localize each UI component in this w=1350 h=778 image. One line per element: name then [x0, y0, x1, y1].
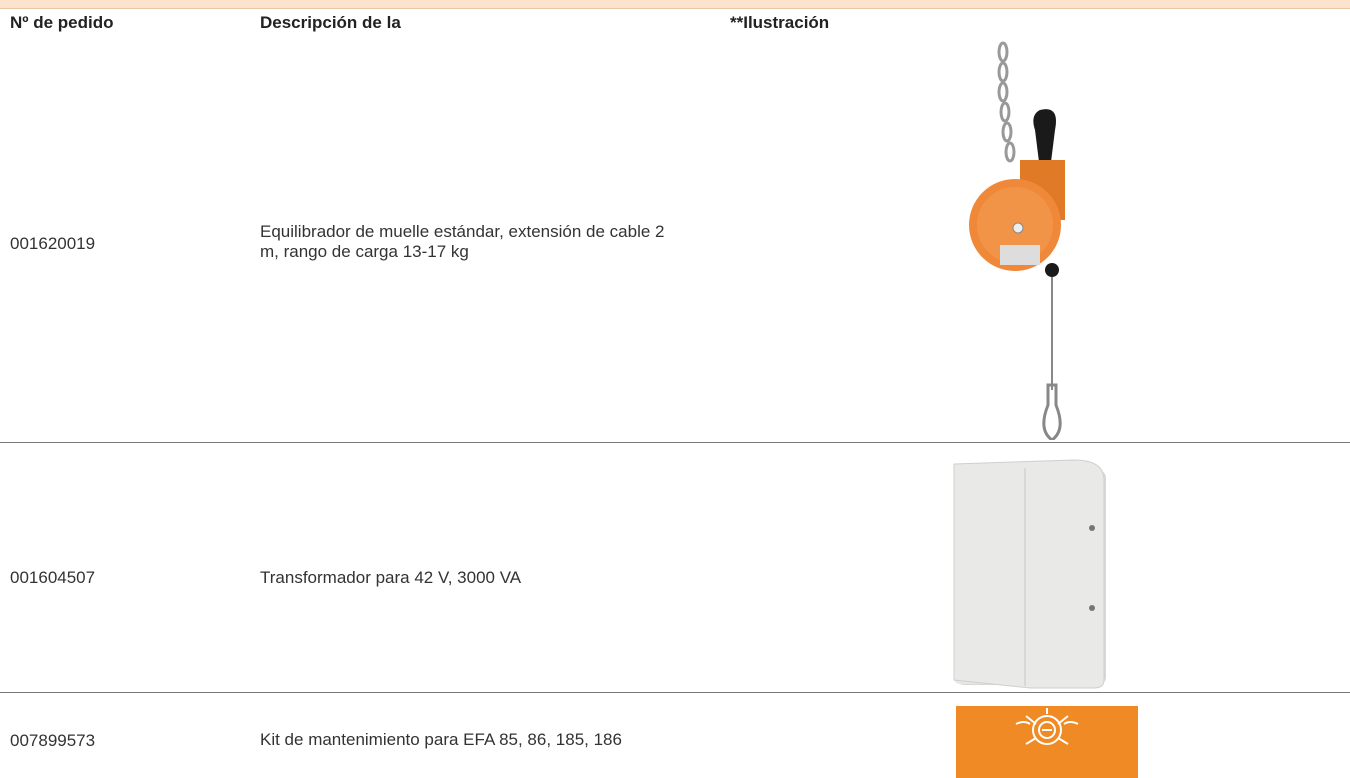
row-separator	[0, 692, 1350, 693]
row-separator	[0, 442, 1350, 443]
column-header: Nº de pedido	[10, 13, 114, 32]
description: Transformador para 42 V, 3000 VA	[260, 568, 522, 587]
column-header: Descripción de la	[260, 13, 401, 32]
maintenance-kit-icon	[956, 706, 1138, 778]
description: Equilibrador de muelle estándar, extensi…	[260, 222, 665, 261]
order-number: 007899573	[10, 731, 96, 750]
order-number: 001604507	[10, 568, 96, 587]
column-header: **Ilustración	[730, 13, 830, 32]
cabinet-illustration	[953, 459, 1106, 689]
order-number: 001620019	[10, 234, 96, 253]
balancer-illustration	[969, 41, 1065, 440]
description: Kit de mantenimiento para EFA 85, 86, 18…	[260, 730, 622, 749]
header-band	[0, 0, 1350, 9]
